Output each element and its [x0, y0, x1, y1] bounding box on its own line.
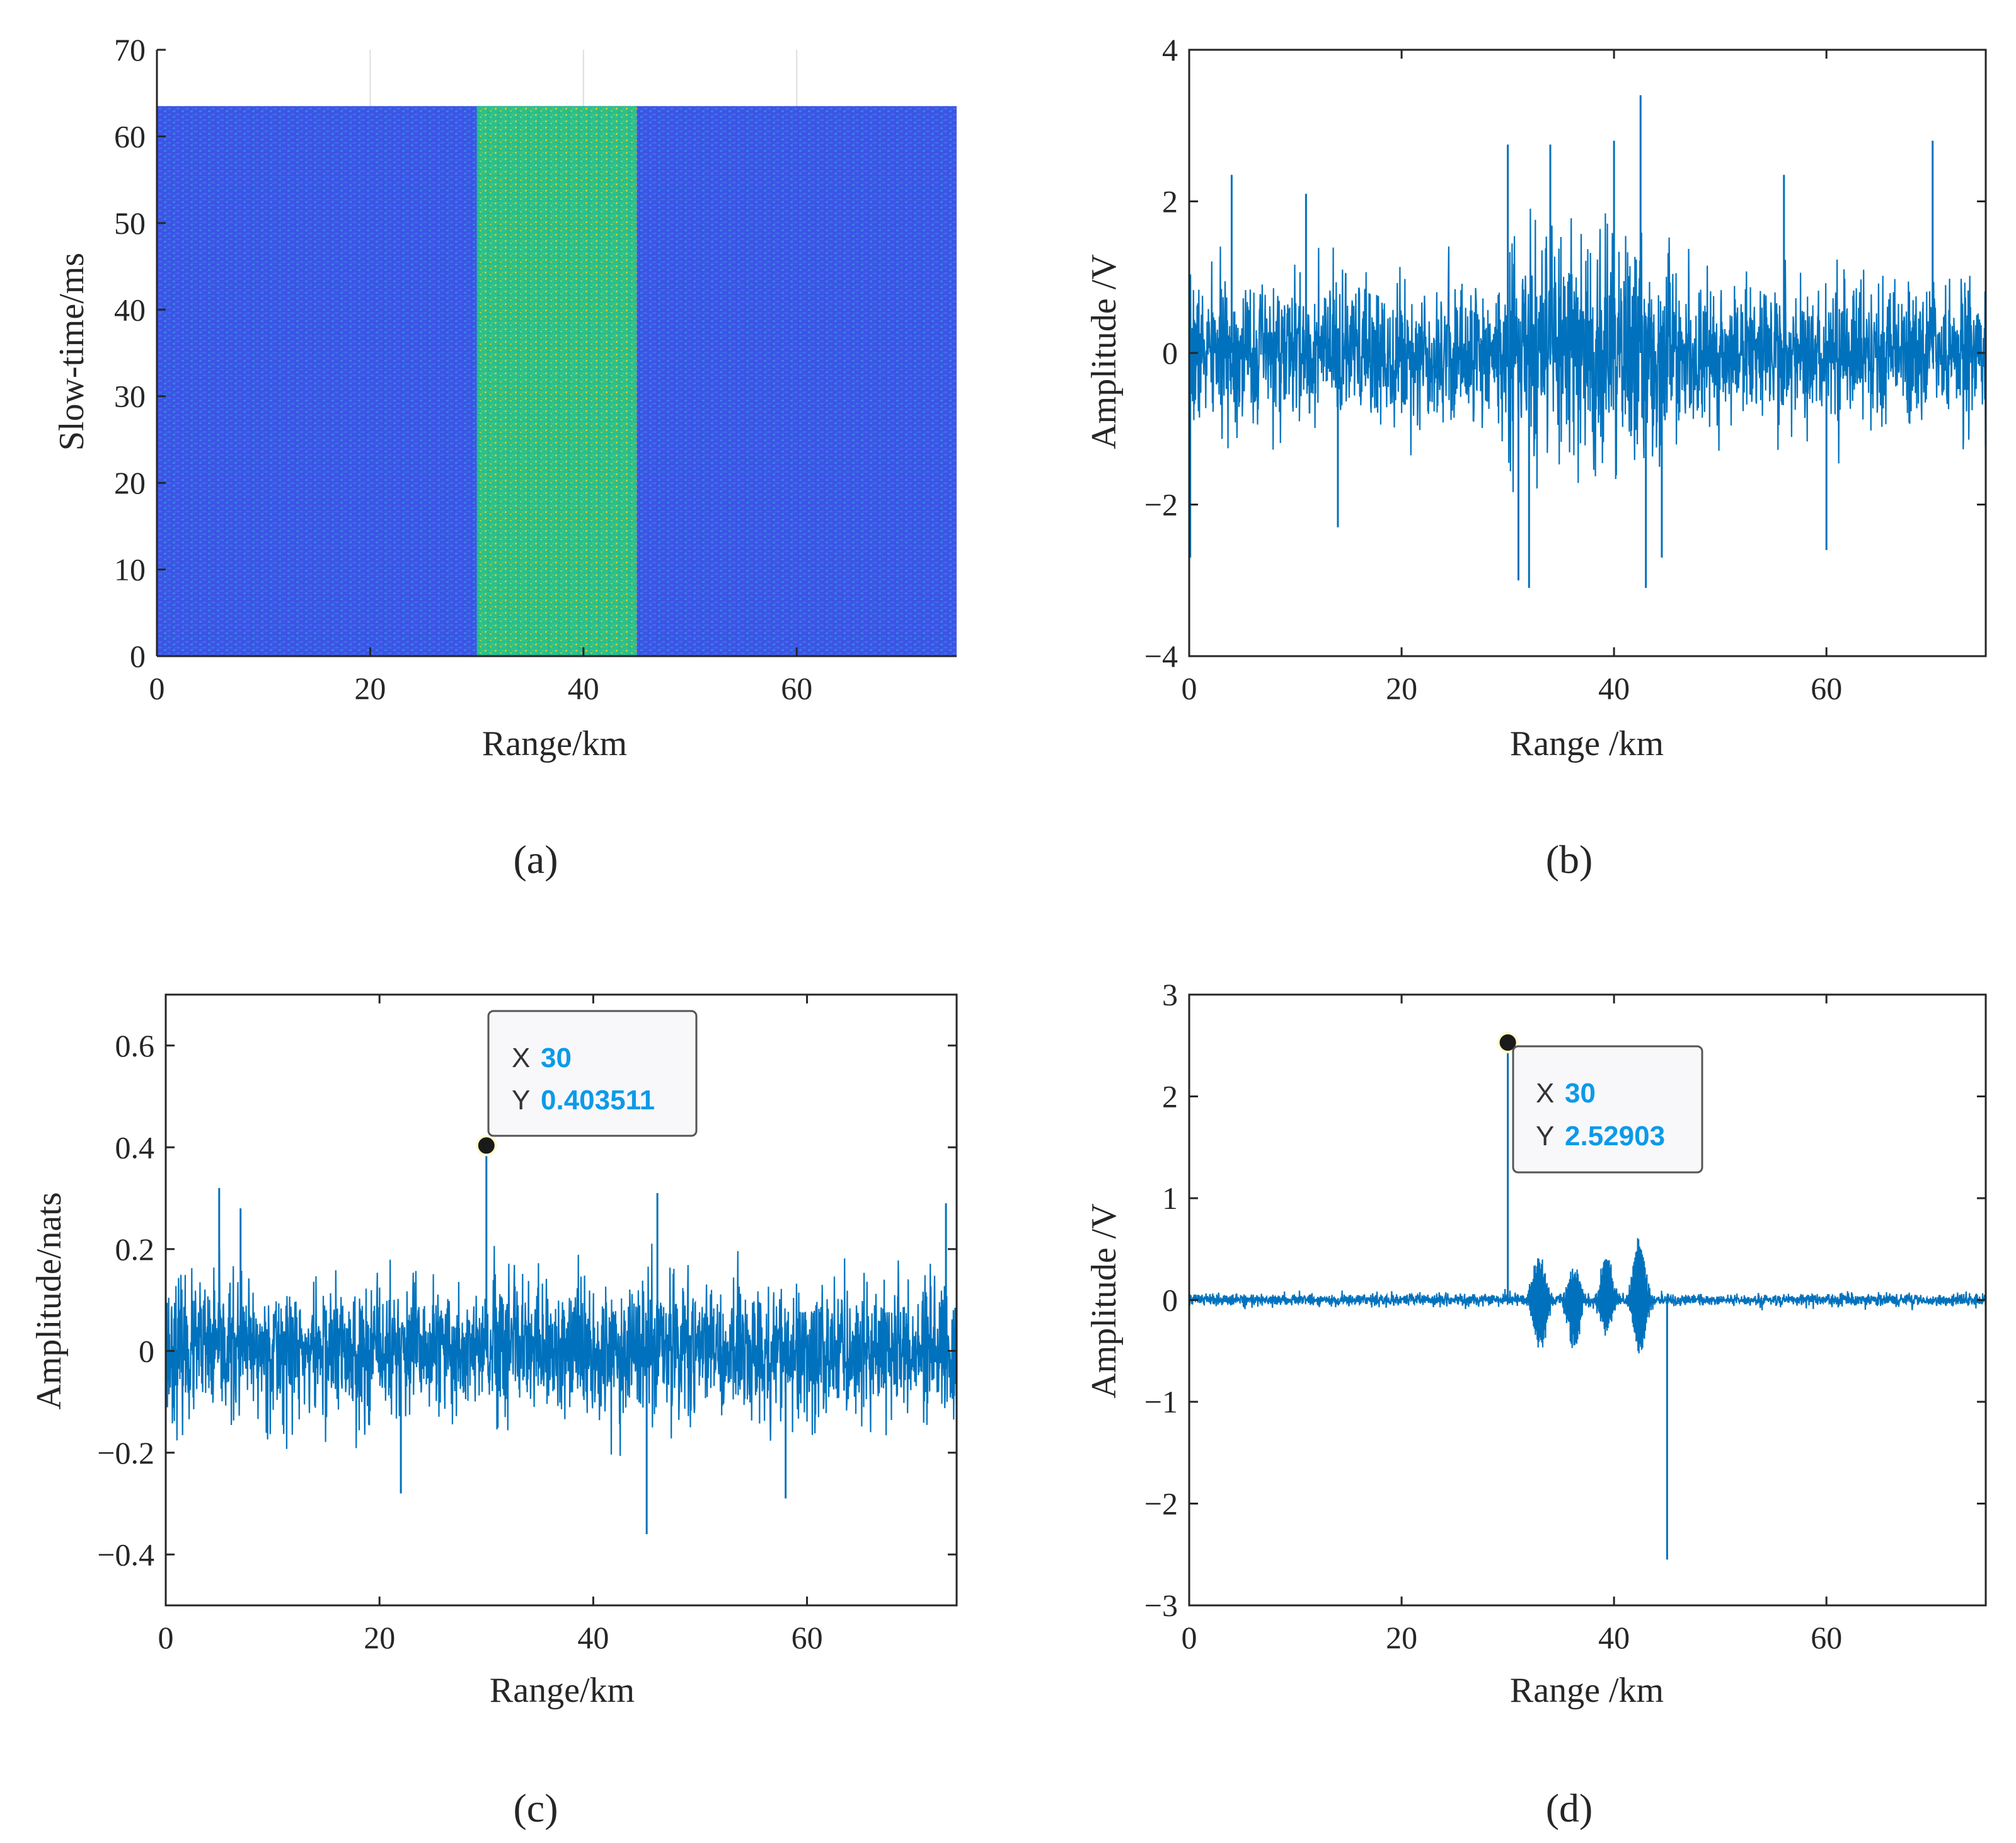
d-y-tick-label: 1	[1162, 1181, 1178, 1216]
panel-b-caption: (b)	[1546, 837, 1593, 882]
panel-a-heatmap: 0 20 40 60 0 10 20 30 40 50 60 70 Range/km Slow-ti…	[52, 32, 957, 882]
panel-b-y-label: Amplitude /V	[1085, 254, 1124, 449]
panel-d-datatip-x-key: X	[1536, 1078, 1554, 1109]
panel-d-datatip-y-value: 2.52903	[1565, 1121, 1665, 1152]
a-y-tick-label: 30	[114, 379, 146, 414]
panel-d-datatip-marker[interactable]	[1497, 1032, 1519, 1054]
panel-c-line-chart: 0 20 40 60 −0.4 −0.2 0 0.2 0.4 0.6 X 30 Y 0.4035…	[30, 993, 958, 1830]
panel-b-x-ticks: 0 20 40 60	[1182, 50, 1842, 706]
panel-a-y-ticks: 0 10 20 30 40 50 60 70	[114, 32, 166, 674]
panel-d-y-ticks: −3 −2 −1 0 1 2 3	[1144, 977, 1986, 1623]
b-y-tick-label: 4	[1162, 32, 1178, 67]
panel-c-y-ticks: −0.4 −0.2 0 0.2 0.4 0.6	[97, 1028, 957, 1572]
a-x-tick-label: 40	[568, 671, 599, 706]
b-x-tick-label: 40	[1598, 671, 1630, 706]
panel-d-datatip-box	[1512, 1045, 1703, 1174]
c-x-tick-label: 0	[158, 1620, 174, 1655]
b-x-tick-label: 60	[1811, 671, 1842, 706]
d-y-tick-label: 2	[1162, 1079, 1178, 1114]
c-x-tick-label: 40	[577, 1620, 609, 1655]
d-y-tick-label: −1	[1144, 1384, 1178, 1419]
panel-d-y-label: Amplitude /V	[1085, 1203, 1124, 1399]
c-y-tick-label: 0.4	[115, 1129, 155, 1165]
panel-c-datatip-y-value: 0.403511	[541, 1085, 655, 1116]
panel-a-x-ticks: 0 20 40 60	[149, 647, 812, 706]
panel-c-datatip-y-key: Y	[512, 1085, 530, 1116]
c-y-tick-label: −0.2	[97, 1435, 154, 1470]
c-y-tick-label: 0.6	[115, 1028, 155, 1063]
d-x-tick-label: 40	[1598, 1620, 1630, 1655]
panel-b-spikes	[1189, 95, 1934, 588]
a-y-tick-label: 50	[114, 205, 146, 241]
a-y-tick-label: 20	[114, 465, 146, 500]
d-y-tick-label: −3	[1144, 1588, 1178, 1623]
panel-c-x-ticks: 0 20 40 60	[158, 995, 823, 1655]
panel-c-y-label: Amplitude/nats	[30, 1192, 69, 1409]
panel-b-y-ticks: −4 −2 0 2 4	[1144, 32, 1986, 674]
d-x-tick-label: 20	[1386, 1620, 1417, 1655]
panel-c-signal-trace	[164, 1244, 958, 1456]
c-axes-frame	[164, 993, 958, 1607]
b-y-tick-label: 2	[1162, 184, 1178, 219]
panel-a-axes	[156, 50, 957, 657]
d-y-tick-label: 0	[1162, 1283, 1178, 1318]
panel-d-datatip-y-key: Y	[1536, 1121, 1554, 1152]
a-x-tick-label: 60	[781, 671, 812, 706]
panel-a-caption: (a)	[513, 837, 558, 882]
b-y-tick-label: −4	[1144, 638, 1178, 674]
c-y-tick-label: 0	[139, 1333, 154, 1368]
panel-b-line-chart: 0 20 40 60 −4 −2 0 2 4 Range /km Amplitude /V (…	[1085, 32, 1987, 882]
d-x-tick-label: 60	[1811, 1620, 1842, 1655]
a-y-tick-label: 40	[114, 292, 146, 327]
panel-c-caption: (c)	[513, 1786, 558, 1830]
panel-c-datatip[interactable]: X 30 Y 0.403511	[475, 1010, 698, 1157]
panel-d-datatip-x-value: 30	[1565, 1078, 1596, 1109]
panel-d-datatip[interactable]: X 30 Y 2.52903	[1497, 1032, 1703, 1174]
panel-b-x-label: Range /km	[1510, 724, 1664, 763]
d-y-tick-label: 3	[1162, 977, 1178, 1012]
panel-b-signal-trace	[1188, 209, 1987, 492]
d-y-tick-label: −2	[1144, 1486, 1178, 1522]
a-y-tick-label: 60	[114, 118, 146, 154]
panel-d-signal-trace	[1188, 1238, 1987, 1354]
panel-c-datatip-x-value: 30	[541, 1043, 572, 1073]
a-y-tick-label: 0	[130, 638, 146, 674]
panel-c-spikes	[218, 1145, 947, 1534]
panel-d-spikes	[1507, 1043, 1668, 1560]
panel-a-y-label: Slow-time/ms	[52, 253, 91, 451]
b-y-tick-label: −2	[1144, 487, 1178, 523]
c-x-tick-label: 60	[792, 1620, 823, 1655]
b-x-tick-label: 20	[1386, 671, 1417, 706]
b-x-tick-label: 0	[1182, 671, 1197, 706]
panel-c-datatip-x-key: X	[512, 1043, 530, 1073]
panel-d-line-chart: 0 20 40 60 −3 −2 −1 0 1 2 3 X 30 Y 2.52903 Range …	[1085, 977, 1987, 1830]
c-y-tick-label: −0.4	[97, 1537, 154, 1572]
panel-d-x-ticks: 0 20 40 60	[1182, 995, 1842, 1655]
panel-c-datatip-box	[487, 1010, 698, 1137]
panel-c-axes	[164, 993, 958, 1607]
panel-c-datatip-marker[interactable]	[475, 1135, 497, 1157]
panel-d-x-label: Range /km	[1510, 1671, 1664, 1710]
c-y-tick-label: 0.2	[115, 1232, 155, 1267]
c-x-tick-label: 20	[364, 1620, 395, 1655]
panel-d-caption: (d)	[1546, 1786, 1593, 1830]
panel-a-x-label: Range/km	[482, 724, 627, 763]
panel-c-x-label: Range/km	[490, 1671, 635, 1710]
heatmap-high-amplitude-band	[476, 106, 637, 657]
a-y-tick-label: 70	[114, 32, 146, 67]
a-x-tick-label: 20	[354, 671, 386, 706]
a-y-tick-label: 10	[114, 552, 146, 587]
a-x-tick-label: 0	[149, 671, 165, 706]
d-x-tick-label: 0	[1182, 1620, 1197, 1655]
b-y-tick-label: 0	[1162, 335, 1178, 371]
